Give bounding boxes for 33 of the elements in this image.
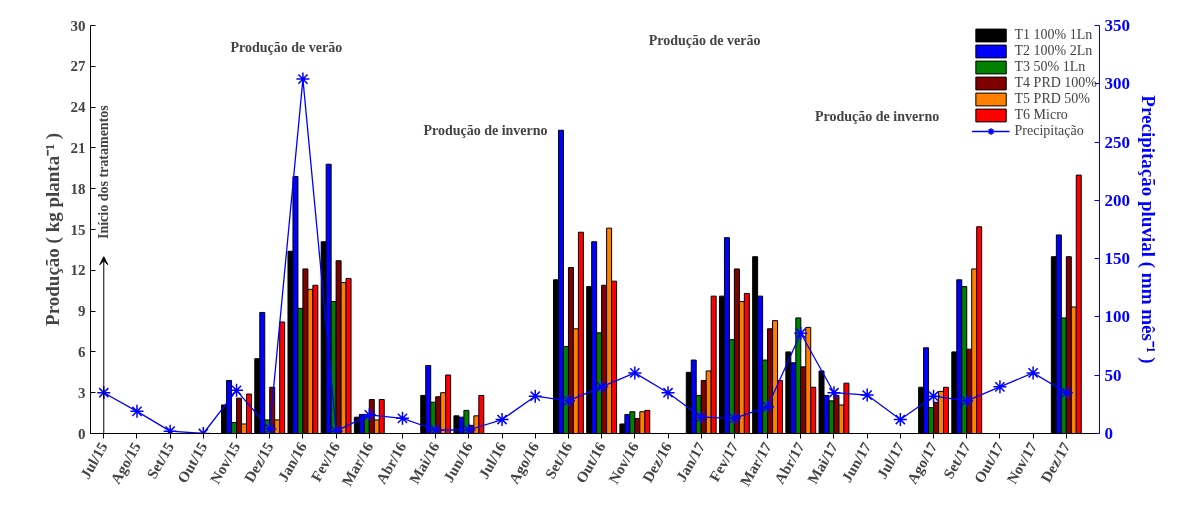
annotation: Produção de verão <box>230 39 343 55</box>
y-axis-title: Produção ( kg planta⁻¹ ) <box>41 133 64 326</box>
y2-tick-label: 100 <box>1104 307 1130 327</box>
y-tick-label: 6 <box>78 343 86 360</box>
annotation: Início dos tratamentos <box>96 104 112 240</box>
y2-tick-label: 200 <box>1104 190 1130 210</box>
y2-axis-title: Precipitação pluvial ( mm mês⁻¹ ) <box>1137 95 1159 364</box>
legend-label: T2 100% 2Ln <box>1014 43 1093 59</box>
y-tick-label: 30 <box>70 17 86 34</box>
y2-tick-label: 350 <box>1104 16 1130 35</box>
annotation: Produção de inverno <box>815 109 940 125</box>
y-tick-label: 27 <box>70 58 86 75</box>
legend-label: T3 50% 1Ln <box>1014 59 1086 75</box>
y2-tick-label: 300 <box>1104 74 1130 94</box>
y-tick-label: 21 <box>70 139 86 156</box>
y2-tick-label: 0 <box>1104 424 1113 443</box>
annotation: Produção de verão <box>648 32 761 48</box>
legend-label: Precipitação <box>1014 123 1084 139</box>
y-tick-label: 9 <box>78 303 86 320</box>
legend-label: T1 100% 1Ln <box>1014 27 1093 43</box>
y-tick-label: 24 <box>70 99 86 116</box>
y-tick-label: 18 <box>70 180 86 197</box>
y2-tick-label: 150 <box>1104 249 1130 269</box>
y2-tick-label: 50 <box>1104 365 1122 385</box>
y-tick-label: 0 <box>78 425 86 442</box>
y-tick-label: 3 <box>78 384 86 401</box>
y-tick-label: 15 <box>70 221 86 238</box>
legend-label: T5 PRD 50% <box>1014 91 1090 107</box>
legend-label: T4 PRD 100% <box>1014 75 1097 91</box>
y-tick-label: 12 <box>70 262 86 279</box>
legend-label: T6 Micro <box>1014 107 1068 123</box>
y2-tick-label: 250 <box>1104 132 1130 152</box>
annotation: Produção de inverno <box>423 122 548 138</box>
